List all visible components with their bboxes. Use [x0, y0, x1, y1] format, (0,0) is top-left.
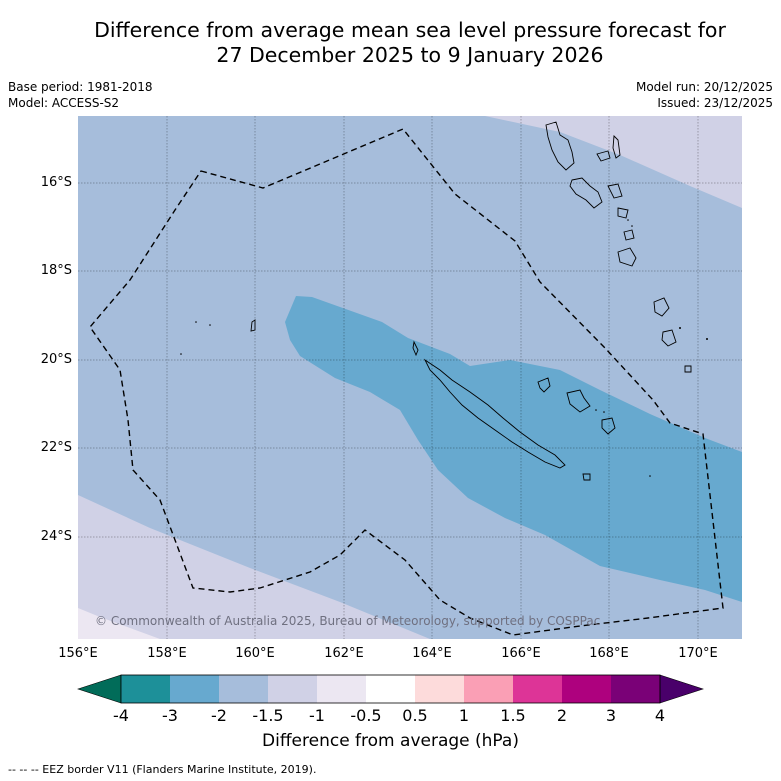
small-islets [180, 219, 708, 477]
ambrym-coast [607, 183, 623, 199]
band-northeast-minus1p5 [485, 116, 742, 208]
colorbar-swatch-11 [611, 675, 660, 703]
ouvea-coast [537, 377, 551, 393]
colorbar-label: 3 [605, 706, 617, 725]
colorbar-swatch-8 [464, 675, 513, 703]
lon-label-160e: 160°E [235, 646, 275, 661]
epi-coast [617, 207, 629, 219]
colorbar-swatch-10 [562, 675, 611, 703]
colorbar-swatch-6 [366, 675, 415, 703]
colorbar-swatch-2 [170, 675, 219, 703]
mare-coast [601, 417, 616, 435]
new-caledonia-coast [423, 358, 566, 469]
colorbar-label: -1.5 [252, 706, 284, 725]
colorbar-label: -4 [113, 706, 129, 725]
lat-label-22s: 22°S [40, 440, 72, 455]
lon-label-156e: 156°E [58, 646, 98, 661]
lon-label-170e: 170°E [678, 646, 718, 661]
erromango-coast [617, 247, 637, 267]
lat-label-24s: 24°S [40, 529, 72, 544]
pressure-field [78, 116, 742, 639]
meta-left: Base period: 1981-2018 Model: ACCESS-S2 [8, 79, 153, 111]
colorbar-swatch-7 [415, 675, 464, 703]
lat-label-18s: 18°S [40, 263, 72, 278]
lon-label-164e: 164°E [412, 646, 452, 661]
lon-label-168e: 168°E [589, 646, 629, 661]
lon-label-162e: 162°E [324, 646, 364, 661]
colorbar-label: 2 [556, 706, 568, 725]
ambae-coast [596, 150, 611, 162]
colorbar [77, 674, 704, 704]
colorbar-swatch-1 [121, 675, 170, 703]
colorbar-swatch-5 [317, 675, 366, 703]
eez-border [89, 128, 724, 636]
lon-label-158e: 158°E [147, 646, 187, 661]
eez-legend-note: -- -- -- EEZ border V11 (Flanders Marine… [8, 763, 317, 776]
colorbar-label: -3 [162, 706, 178, 725]
colorbar-over-arrow [659, 674, 704, 704]
lifou-coast [566, 389, 591, 413]
maewo-coast [612, 134, 621, 159]
colorbar-label: 4 [654, 706, 666, 725]
graticule [78, 116, 742, 639]
malakula-coast [569, 177, 603, 209]
band-southwest-minus1 [78, 608, 160, 639]
colorbar-label: -0.5 [350, 706, 382, 725]
colorbar-label: 1 [458, 706, 470, 725]
belep-islands-coast [412, 340, 419, 357]
colorbar-swatch-3 [219, 675, 268, 703]
map-credit: © Commonwealth of Australia 2025, Bureau… [95, 614, 601, 628]
walpole-coast [582, 473, 591, 481]
colorbar-label: 1.5 [500, 706, 526, 725]
base-period: Base period: 1981-2018 [8, 80, 153, 94]
hunter-coast [684, 365, 692, 373]
espiritu-santo-coast [545, 121, 575, 171]
model-name: Model: ACCESS-S2 [8, 96, 120, 110]
colorbar-label: -2 [211, 706, 227, 725]
chart-title: Difference from average mean sea level p… [0, 18, 781, 68]
lat-label-16s: 16°S [40, 175, 72, 190]
colorbar-under-arrow [77, 674, 122, 704]
colorbar-outline [120, 674, 661, 704]
coastlines [250, 121, 692, 481]
colorbar-swatch-9 [513, 675, 562, 703]
model-run: Model run: 20/12/2025 [635, 80, 773, 94]
issued-date: Issued: 23/12/2025 [657, 96, 773, 110]
tanna-coast [653, 297, 670, 317]
title-line-2: 27 December 2025 to 9 January 2026 [216, 43, 604, 67]
aneityum-coast [661, 329, 677, 347]
lon-label-166e: 166°E [501, 646, 541, 661]
colorbar-swatch-4 [268, 675, 317, 703]
efate-coast [623, 229, 635, 241]
band-southwest-minus1p5 [78, 495, 430, 639]
lat-label-20s: 20°S [40, 352, 72, 367]
colorbar-label: 0.5 [402, 706, 428, 725]
meta-right: Model run: 20/12/2025 Issued: 23/12/2025 [636, 79, 773, 111]
band-minus3-to-minus2 [285, 296, 742, 602]
colorbar-title: Difference from average (hPa) [262, 731, 519, 751]
title-line-1: Difference from average mean sea level p… [94, 18, 726, 42]
colorbar-label: -1 [309, 706, 325, 725]
chesterfield-coast [250, 319, 256, 332]
